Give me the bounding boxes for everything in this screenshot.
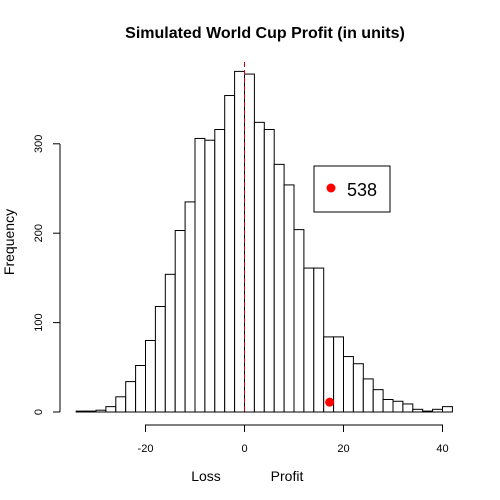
x-axis-tick-label: -20: [138, 443, 154, 455]
histogram-bar: [313, 267, 325, 413]
y-axis: 0 100 200 300: [33, 135, 61, 415]
y-axis-tick-label: 200: [33, 224, 45, 242]
histogram-bar: [273, 163, 285, 413]
histogram-bar: [125, 381, 137, 413]
histogram-bar: [194, 137, 206, 413]
histogram-bar: [234, 70, 246, 413]
histogram-bar: [214, 128, 226, 413]
histogram-bar: [352, 363, 364, 413]
histogram-bar: [333, 336, 345, 413]
histogram-bar: [412, 408, 424, 413]
histogram-bar: [392, 400, 404, 413]
x-axis: -20 0 20 40: [138, 424, 449, 455]
histogram-bar: [95, 409, 107, 413]
histogram-bar: [343, 356, 354, 413]
legend-label: 538: [347, 180, 377, 200]
histogram-bar: [442, 406, 453, 413]
histogram-bar: [154, 306, 166, 413]
histogram-bar: [422, 410, 434, 413]
x-axis-tick-label: 0: [241, 443, 247, 455]
histogram-bar: [145, 339, 156, 413]
histogram-bar: [372, 389, 384, 413]
highlight-point: [325, 397, 335, 407]
histogram-bar: [283, 184, 295, 413]
x-axis-tick-label: 40: [436, 443, 448, 455]
legend-marker: [326, 183, 336, 193]
x-axis-tick-label: 20: [337, 443, 349, 455]
x-axis-label-profit: Profit: [271, 468, 304, 484]
histogram-bar: [263, 128, 275, 413]
histogram-bar: [115, 396, 127, 413]
y-axis-tick-label: 100: [33, 313, 45, 331]
legend: 538: [313, 165, 391, 213]
histogram-bar: [432, 408, 444, 413]
histogram-bar: [105, 406, 117, 413]
histogram-bars: [75, 70, 453, 413]
histogram-bar: [362, 378, 374, 413]
chart-title: Simulated World Cup Profit (in units): [125, 25, 405, 42]
histogram-bar: [85, 410, 97, 413]
x-axis-label-loss: Loss: [191, 468, 221, 484]
y-axis-tick-label: 300: [33, 135, 45, 153]
histogram-bar: [75, 410, 87, 413]
histogram-bar: [204, 139, 216, 413]
y-axis-tick-label: 0: [33, 409, 45, 415]
y-axis-label: Frequency: [1, 209, 17, 275]
histogram-bar: [382, 398, 394, 413]
histogram-bar: [135, 365, 147, 413]
histogram-bar: [253, 121, 265, 413]
histogram-bar: [244, 73, 255, 413]
histogram-bar: [164, 273, 176, 413]
histogram-bar: [303, 267, 315, 413]
histogram-bar: [293, 229, 305, 413]
histogram-bar: [224, 95, 236, 413]
histogram-bar: [174, 230, 186, 413]
histogram-bar: [402, 403, 414, 413]
histogram-bar: [184, 201, 196, 413]
